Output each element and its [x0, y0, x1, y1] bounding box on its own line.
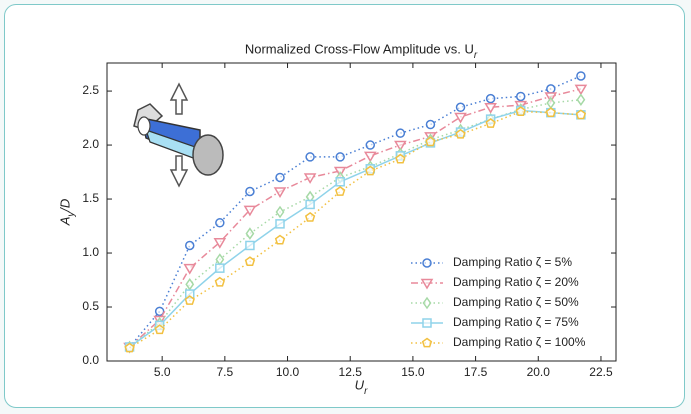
legend-label: Damping Ratio ζ = 75%	[453, 315, 579, 329]
card	[4, 4, 685, 408]
marker	[245, 240, 255, 251]
marker	[576, 93, 586, 107]
marker	[304, 211, 316, 222]
marker	[546, 84, 556, 94]
marker	[422, 296, 432, 310]
marker	[575, 109, 587, 120]
marker	[515, 106, 526, 116]
marker	[485, 93, 496, 104]
marker	[484, 103, 497, 114]
marker	[421, 337, 433, 348]
marker	[422, 258, 432, 268]
marker	[455, 102, 466, 113]
marker	[215, 263, 225, 273]
marker	[363, 151, 377, 163]
chart-title: Normalized Cross-Flow Amplitude vs. Ur	[245, 41, 478, 61]
legend-label: Damping Ratio ζ = 20%	[453, 275, 579, 289]
x-tick-label: 22.5	[589, 365, 613, 379]
marker	[275, 172, 285, 183]
marker	[124, 342, 135, 353]
marker	[154, 306, 165, 317]
marker	[185, 278, 195, 291]
y-tick-label: 0.0	[82, 353, 99, 367]
series-line	[129, 88, 582, 348]
marker	[425, 119, 436, 130]
x-tick-label: 17.5	[464, 365, 488, 379]
legend-label: Damping Ratio ζ = 50%	[453, 295, 579, 309]
marker	[303, 173, 317, 184]
marker	[454, 112, 467, 124]
marker	[395, 128, 406, 138]
marker	[420, 278, 434, 290]
marker	[395, 153, 406, 164]
marker	[305, 152, 315, 162]
marker	[275, 205, 285, 219]
marker	[335, 177, 345, 187]
cylinder-icon	[133, 82, 224, 188]
x-tick-label: 10.0	[276, 365, 300, 379]
marker	[574, 84, 588, 96]
marker	[244, 256, 256, 267]
legend-label: Damping Ratio ζ = 100%	[453, 335, 586, 349]
y-tick-label: 2.0	[82, 137, 99, 151]
y-tick-label: 2.5	[82, 83, 99, 97]
y-tick-label: 1.0	[82, 245, 99, 259]
marker	[273, 187, 287, 198]
series-line	[129, 110, 581, 349]
marker	[365, 140, 376, 150]
marker	[183, 263, 197, 275]
legend-label: Damping Ratio ζ = 5%	[453, 255, 572, 269]
x-tick-label: 7.5	[217, 365, 234, 379]
plot-frame	[106, 62, 617, 362]
marker	[335, 152, 345, 162]
marker	[215, 253, 225, 266]
marker	[245, 227, 255, 240]
marker	[245, 186, 255, 197]
marker	[184, 240, 195, 251]
marker	[515, 91, 526, 102]
series-line	[128, 75, 582, 348]
marker	[154, 324, 165, 335]
marker	[213, 237, 227, 249]
x-tick-label: 15.0	[401, 365, 425, 379]
y-tick-label: 1.5	[82, 191, 99, 205]
x-tick-label: 12.5	[339, 365, 363, 379]
series-line	[129, 109, 581, 348]
marker	[214, 276, 225, 287]
marker	[184, 295, 195, 305]
marker	[365, 165, 376, 176]
x-tick-label: 5.0	[154, 365, 171, 379]
x-tick-label: 20.0	[527, 365, 551, 379]
marker	[455, 128, 466, 139]
marker	[394, 140, 407, 152]
marker	[485, 118, 496, 128]
y-axis-label: Ay/D	[57, 199, 77, 227]
marker	[215, 218, 225, 228]
marker	[422, 318, 432, 328]
marker	[545, 107, 556, 118]
marker	[305, 199, 315, 210]
marker	[274, 234, 286, 245]
marker	[576, 71, 586, 81]
marker	[425, 136, 436, 147]
marker	[335, 186, 346, 196]
marker	[243, 205, 257, 217]
marker	[546, 96, 556, 110]
y-tick-label: 0.5	[82, 299, 99, 313]
marker	[275, 219, 285, 229]
x-axis-label: Ur	[355, 377, 368, 397]
